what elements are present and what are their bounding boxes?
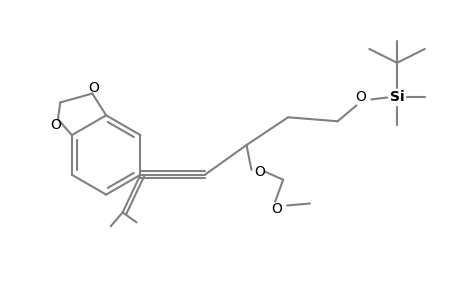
Text: O: O [354,91,365,104]
Text: O: O [253,165,264,179]
Text: O: O [88,81,99,94]
Text: O: O [270,202,281,216]
Text: Si: Si [389,91,403,104]
Text: O: O [50,118,62,132]
